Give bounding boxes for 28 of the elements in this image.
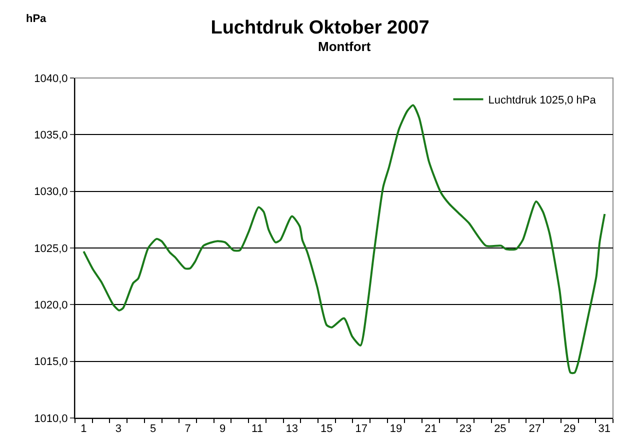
y-tick-label: 1030,0: [34, 186, 68, 198]
x-tick-label: 17: [355, 423, 368, 436]
y-tick-label: 1040,0: [34, 72, 68, 85]
y-tick-label: 1025,0: [34, 242, 68, 255]
y-tick-label: 1015,0: [34, 356, 68, 368]
line-series: [82, 104, 606, 374]
x-tick-label: 27: [528, 423, 542, 436]
x-tick-label: 25: [494, 423, 506, 436]
y-tick-label: 1020,0: [34, 300, 68, 312]
x-tick-label: 21: [424, 423, 437, 436]
x-tick-label: 7: [184, 423, 191, 436]
x-tick-label: 9: [219, 423, 226, 436]
x-tick-label: 29: [563, 423, 576, 436]
chart-subtitle: Montfort: [318, 39, 372, 54]
x-tick-label: 1: [80, 423, 87, 436]
x-tick-label: 19: [390, 423, 402, 436]
y-tick-label: 1035,0: [34, 130, 68, 142]
x-tick-label: 3: [115, 423, 122, 436]
x-tick-label: 31: [598, 423, 610, 436]
y-tick-label: 1010,0: [34, 412, 68, 425]
x-tick-label: 11: [252, 423, 263, 436]
x-tick-label: 23: [459, 423, 472, 436]
legend-label: Luchtdruk 1025,0 hPa: [488, 94, 597, 107]
x-tick-label: 13: [286, 423, 298, 436]
chart-title: Luchtdruk Oktober 2007: [210, 17, 430, 38]
x-tick-label: 5: [150, 423, 156, 436]
y-axis-title: hPa: [26, 13, 48, 25]
x-tick-label: 15: [320, 423, 333, 436]
